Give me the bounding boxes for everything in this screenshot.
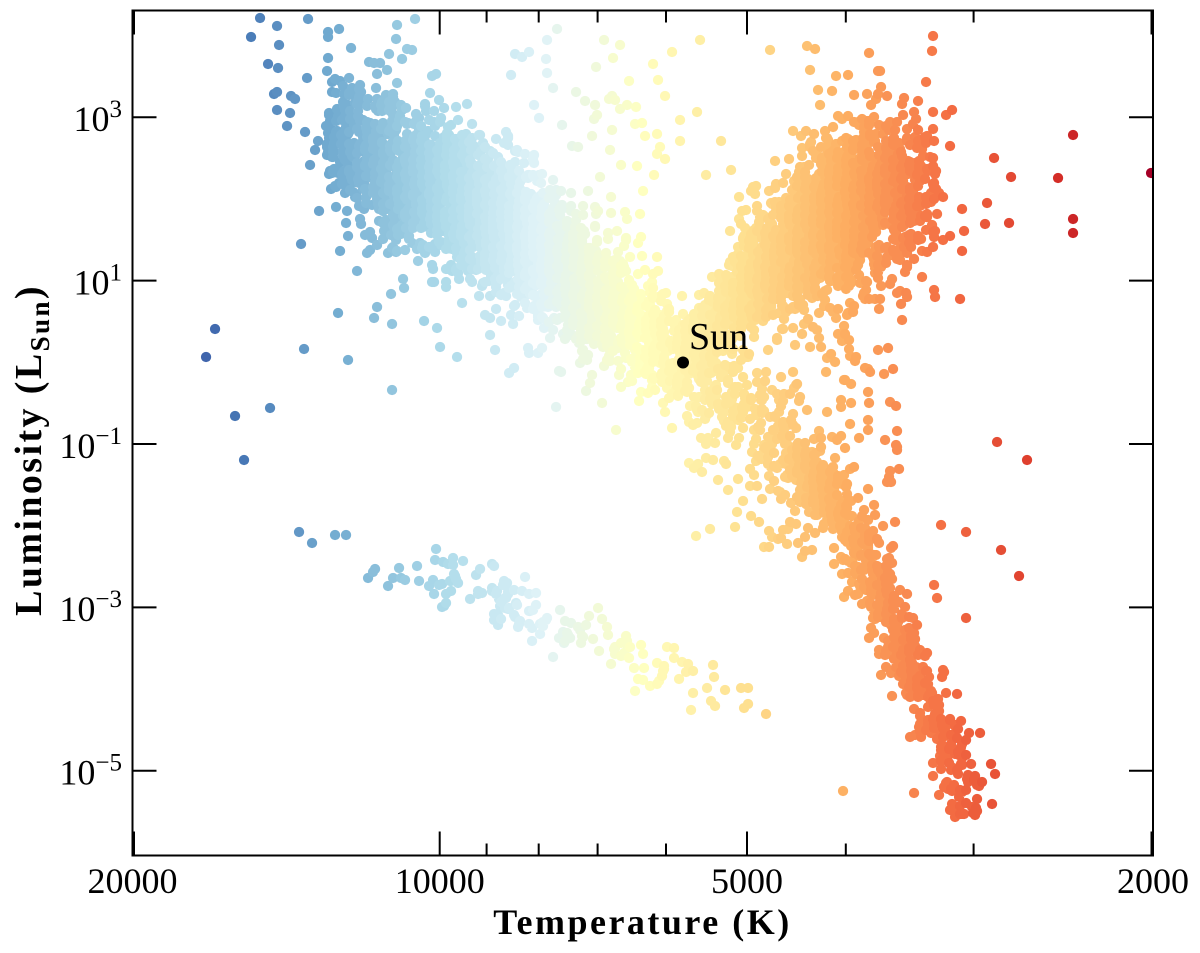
svg-text:Luminosity (LSun): Luminosity (LSun) — [8, 284, 55, 616]
svg-text:103: 103 — [74, 96, 123, 139]
svg-text:20000: 20000 — [88, 861, 178, 901]
svg-text:2000: 2000 — [1117, 861, 1189, 901]
svg-text:Temperature (K): Temperature (K) — [493, 902, 791, 942]
svg-text:10−3: 10−3 — [59, 586, 122, 629]
svg-text:Sun: Sun — [689, 316, 748, 358]
svg-text:5000: 5000 — [711, 861, 783, 901]
svg-text:10−5: 10−5 — [59, 750, 122, 793]
svg-text:10000: 10000 — [395, 861, 485, 901]
svg-text:101: 101 — [74, 259, 123, 302]
svg-text:10−1: 10−1 — [59, 423, 122, 466]
